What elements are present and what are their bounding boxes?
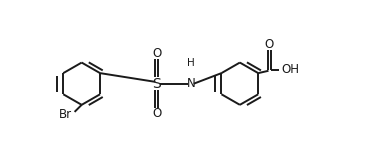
Text: O: O	[265, 38, 274, 52]
Text: H: H	[187, 58, 195, 68]
Text: OH: OH	[281, 64, 299, 76]
Text: O: O	[152, 107, 162, 120]
Text: S: S	[153, 77, 161, 91]
Text: N: N	[186, 77, 195, 90]
Text: O: O	[152, 47, 162, 61]
Text: Br: Br	[59, 108, 72, 121]
